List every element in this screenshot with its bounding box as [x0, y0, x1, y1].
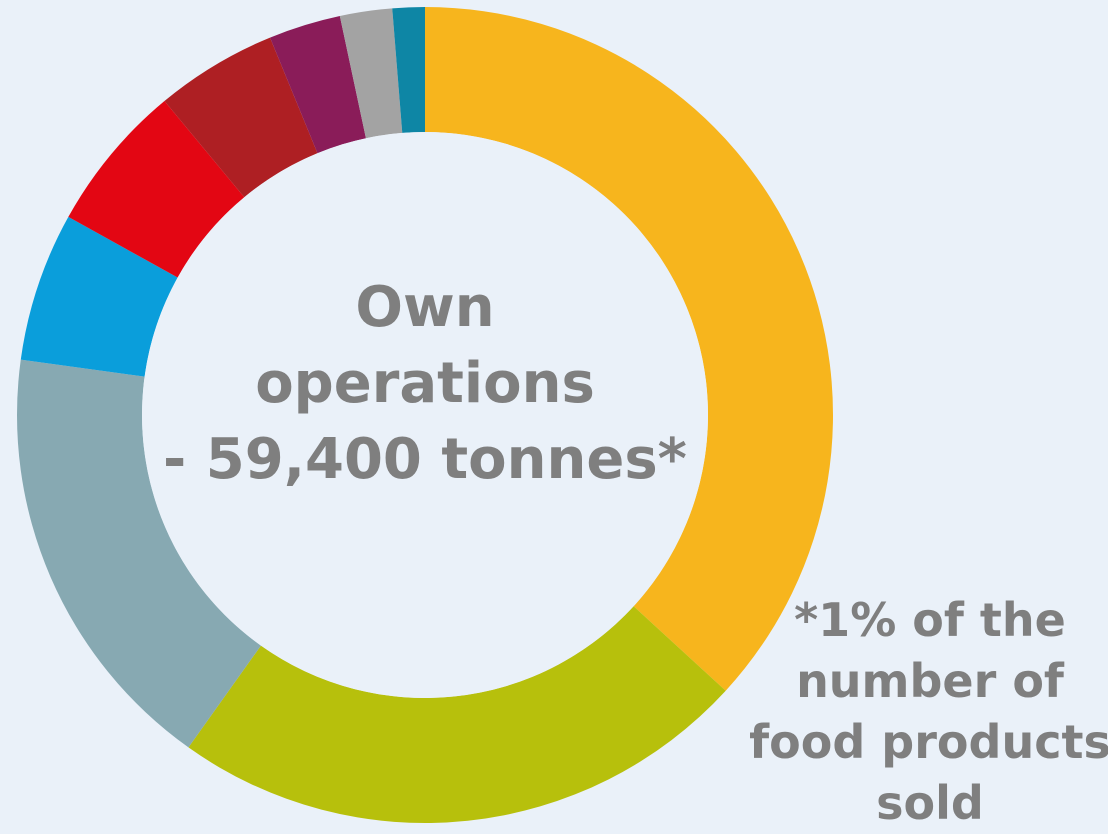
donut-slice-2 [188, 606, 726, 823]
footnote-line-2: number of [796, 654, 1064, 708]
footnote-line-1: *1% of the [794, 593, 1066, 647]
footnote: *1% of the number of food products sold [740, 590, 1108, 834]
donut-slice-6 [164, 37, 318, 198]
donut-slice-7 [270, 15, 366, 154]
donut-slice-9 [392, 7, 425, 133]
donut-slice-5 [68, 101, 245, 278]
center-label-line-2: operations [255, 351, 595, 416]
center-label: Own operations - 59,400 tonnes* [145, 270, 705, 498]
center-label-line-1: Own [355, 275, 495, 340]
donut-slice-8 [339, 8, 403, 139]
footnote-line-3: food products [749, 715, 1108, 769]
donut-slice-3 [16, 359, 261, 748]
donut-slice-4 [20, 216, 178, 377]
donut-hole [142, 132, 708, 698]
donut-slice-1 [425, 7, 834, 691]
footnote-line-4: sold [876, 776, 984, 830]
center-label-line-3: - 59,400 tonnes* [163, 427, 687, 492]
